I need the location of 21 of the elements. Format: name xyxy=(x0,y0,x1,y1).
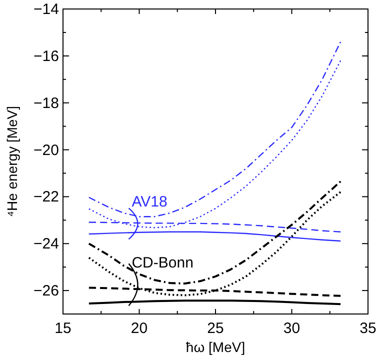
y-tick-label: −24 xyxy=(34,236,59,253)
x-axis-title: ħω [MeV] xyxy=(186,339,246,355)
x-tick-label: 35 xyxy=(360,320,376,337)
y-tick-label: −22 xyxy=(34,188,59,206)
annotation: CD-Bonn xyxy=(132,254,194,272)
y-tick-label: −16 xyxy=(34,48,59,65)
line-series xyxy=(88,231,342,242)
y-tick-label: −20 xyxy=(34,142,59,159)
line-series xyxy=(88,180,342,284)
x-tick-label: 15 xyxy=(54,320,72,337)
x-tick-label: 20 xyxy=(130,320,148,337)
line-series xyxy=(88,60,342,228)
x-tick-label: 30 xyxy=(283,320,300,337)
line-series xyxy=(88,41,342,218)
line-series xyxy=(88,191,342,296)
x-tick-label: 25 xyxy=(207,320,224,337)
annotation: AV18 xyxy=(132,194,168,211)
y-axis-title: ⁴He energy [MeV] xyxy=(4,106,20,218)
y-tick-label: −14 xyxy=(34,1,59,18)
y-tick-label: −26 xyxy=(34,282,59,300)
y-tick-label: −18 xyxy=(34,94,59,112)
